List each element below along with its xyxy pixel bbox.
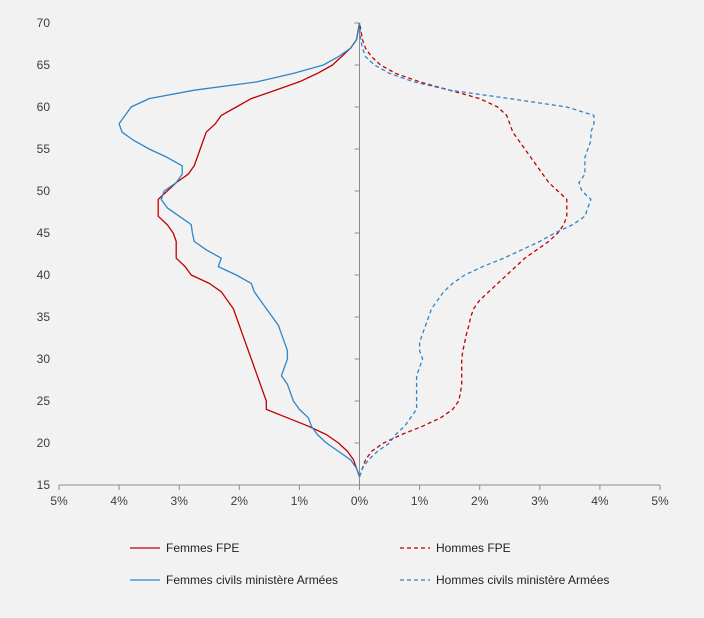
x-tick-label: 3% bbox=[531, 494, 549, 508]
y-tick-label: 45 bbox=[37, 226, 51, 240]
legend-label: Femmes FPE bbox=[166, 541, 239, 555]
series-line-3 bbox=[118, 22, 361, 477]
y-tick-label: 20 bbox=[37, 436, 51, 450]
chart-axes: 5% 4% 3% 2% 1% 0% 1% 2% 3% 4% 5% 15 20 25 30 35 40 45 50 55… bbox=[37, 16, 669, 508]
x-tick-label: 4% bbox=[110, 494, 128, 508]
x-tick-label: 3% bbox=[171, 494, 189, 508]
x-tick-label: 2% bbox=[471, 494, 489, 508]
x-tick-label: 4% bbox=[591, 494, 609, 508]
y-tick-label: 30 bbox=[37, 352, 51, 366]
x-tick-label: 2% bbox=[231, 494, 249, 508]
x-tick-label: 5% bbox=[651, 494, 669, 508]
series-line-4 bbox=[358, 22, 595, 477]
x-tick-label: 1% bbox=[411, 494, 429, 508]
y-tick-label: 35 bbox=[37, 310, 51, 324]
x-tick-label: 5% bbox=[50, 494, 68, 508]
legend-label: Hommes FPE bbox=[436, 541, 511, 555]
y-tick-label: 40 bbox=[37, 268, 51, 282]
y-tick-label: 65 bbox=[37, 58, 51, 72]
chart-series bbox=[118, 22, 595, 477]
series-line-1 bbox=[157, 22, 361, 477]
chart-legend: Femmes FPE Hommes FPE Femmes civils minist… bbox=[130, 541, 609, 587]
legend-label: Hommes civils ministère Armées bbox=[436, 573, 609, 587]
x-tick-label: 0% bbox=[351, 494, 369, 508]
y-tick-label: 60 bbox=[37, 100, 51, 114]
y-tick-label: 55 bbox=[37, 142, 51, 156]
legend-label: Femmes civils ministère Armées bbox=[166, 573, 338, 587]
y-tick-label: 70 bbox=[37, 16, 51, 30]
x-tick-label: 1% bbox=[291, 494, 309, 508]
series-line-2 bbox=[358, 22, 568, 477]
y-tick-label: 50 bbox=[37, 184, 51, 198]
y-tick-label: 25 bbox=[37, 394, 51, 408]
y-tick-label: 15 bbox=[37, 478, 51, 492]
